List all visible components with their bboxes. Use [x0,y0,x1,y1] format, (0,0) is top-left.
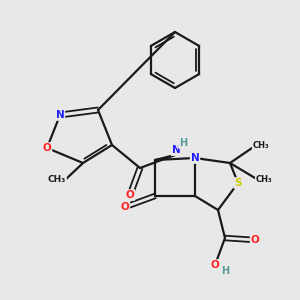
Text: H: H [179,138,187,148]
Text: O: O [126,190,134,200]
Text: N: N [190,153,200,163]
Text: N: N [56,110,64,120]
Text: O: O [211,260,219,270]
Text: CH₃: CH₃ [256,176,272,184]
Text: O: O [121,202,129,212]
Text: N: N [172,145,180,155]
Text: CH₃: CH₃ [48,176,66,184]
Text: H: H [221,266,229,276]
Text: CH₃: CH₃ [253,142,269,151]
Text: S: S [234,178,242,188]
Text: N: N [172,145,180,155]
Text: O: O [43,143,51,153]
Text: H: H [179,138,187,148]
Text: O: O [250,235,260,245]
